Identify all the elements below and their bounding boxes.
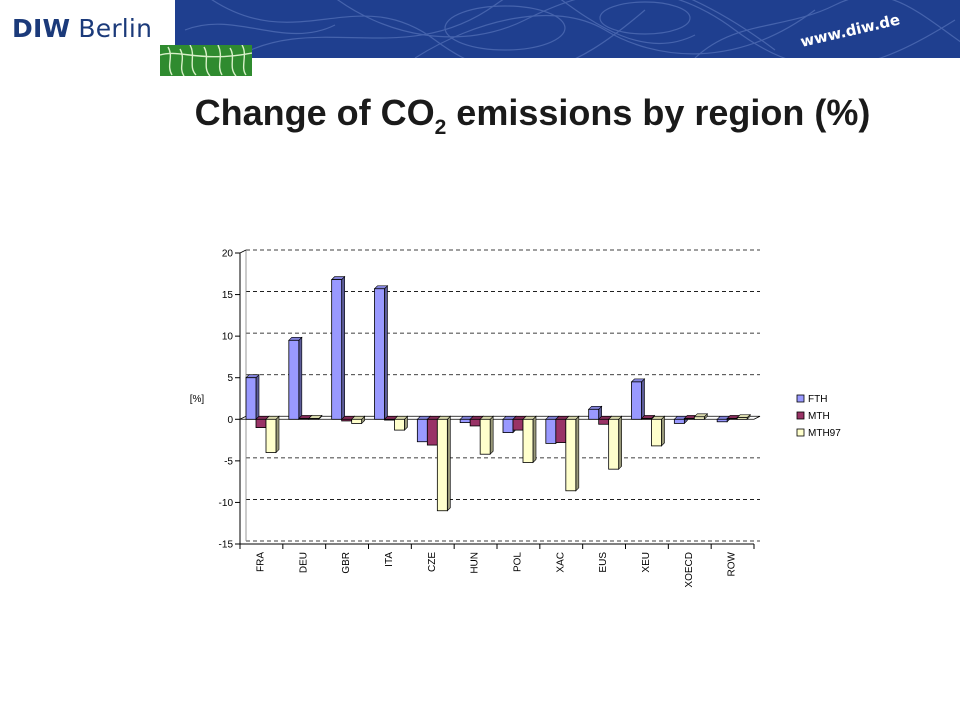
category-label: XAC [555,552,566,573]
slide-title: Change of CO2 emissions by region (%) [0,92,960,138]
bar-mth97-ita [394,418,405,431]
bar-fth-pol [502,418,514,433]
banner-swirl-decoration [184,0,960,58]
green-scribble-decoration [160,45,252,76]
bar-side-fth-xeu [641,378,645,421]
bar-mth-fra [255,418,267,428]
bar-mth97-deu [308,418,320,420]
category-label: CZE [427,552,438,572]
bar-fth-xoecd [673,418,685,424]
legend-label-mth97: MTH97 [808,428,841,439]
bar-side-mth97-eus [618,415,622,470]
bar-fth-ita [374,288,385,420]
legend-swatch-fth [796,394,805,403]
bar-fth-hun [459,418,471,424]
y-tick-label: -10 [219,498,234,509]
bar-mth97-eus [608,418,620,470]
bar-side-mth97-xeu [661,415,665,447]
category-label: GBR [341,552,352,574]
bar-side-fth-deu [298,336,303,421]
y-axis-top-depth [239,249,247,254]
bar-mth-ita [384,418,395,421]
bar-side-mth97-hun [489,415,494,455]
bar-mth97-fra [265,418,277,453]
category-label: EUS [598,552,609,573]
bar-side-mth97-pol [532,415,537,464]
y-tick-label: 5 [227,373,233,384]
legend-label-fth: FTH [808,394,827,405]
bar-side-mth97-fra [275,415,280,454]
category-label: ITA [384,552,395,567]
bar-mth-hun [469,418,481,427]
header: www.diw.de DIW Berlin [0,0,960,76]
zero-baseline-floor [239,415,761,420]
bar-mth-eus [598,418,610,425]
bar-mth97-xeu [651,418,662,447]
legend-swatch-mth97 [796,428,805,437]
bar-mth-row [726,418,738,420]
category-label: XOECD [684,552,695,588]
y-tick-label: 20 [222,249,234,260]
logo-bold-text: DIW [12,14,71,43]
bar-mth97-gbr [351,418,363,424]
category-label: DEU [298,552,309,573]
bar-mth97-hun [479,418,491,455]
bar-fth-xeu [631,381,642,420]
green-logo-accent [160,45,252,76]
bar-fth-xac [545,418,557,444]
bar-mth-xoecd [683,418,695,420]
bar-mth97-xoecd [693,416,705,420]
y-tick-label: 0 [227,415,233,426]
bar-side-mth97-cze [447,415,451,512]
bar-fth-gbr [331,279,343,420]
legend-label-mth: MTH [808,411,830,422]
category-label: XEU [641,552,652,573]
diw-berlin-logo: DIW Berlin [12,14,152,43]
y-tick-label: 10 [222,332,234,343]
bar-mth97-row [736,417,748,420]
bar-mth-pol [512,418,524,431]
bar-side-fth-gbr [341,275,345,421]
bar-fth-fra [245,377,257,420]
title-prefix: Change of CO [194,92,435,133]
bar-mth97-xac [565,418,577,492]
y-tick-label: 15 [222,290,234,301]
bar-mth-xeu [641,418,652,420]
category-label: HUN [470,552,481,574]
category-label: FRA [255,552,266,572]
bar-mth-xac [555,418,567,443]
logo-regular-text: Berlin [70,14,153,43]
bar-mth-gbr [341,418,353,422]
legend-swatch-mth [796,411,805,420]
bar-fth-deu [288,339,300,420]
bar-mth-cze [426,418,438,446]
title-suffix: emissions by region (%) [446,92,871,133]
bar-side-fth-fra [255,373,260,421]
bar-fth-cze [416,418,428,443]
title-subscript: 2 [434,116,447,139]
header-banner: www.diw.de [175,0,960,58]
bar-mth97-pol [522,418,534,463]
bar-mth-deu [298,418,310,420]
bar-fth-eus [588,408,600,420]
bar-side-fth-ita [384,285,388,421]
category-label: ROW [727,551,738,576]
y-axis-label: [%] [190,394,205,405]
bar-side-mth97-xac [575,415,580,492]
y-tick-label: -5 [224,456,233,467]
bar-fth-row [716,418,728,423]
bar-mth97-cze [436,418,448,512]
category-label: POL [512,552,523,572]
y-tick-label: -15 [219,540,234,551]
